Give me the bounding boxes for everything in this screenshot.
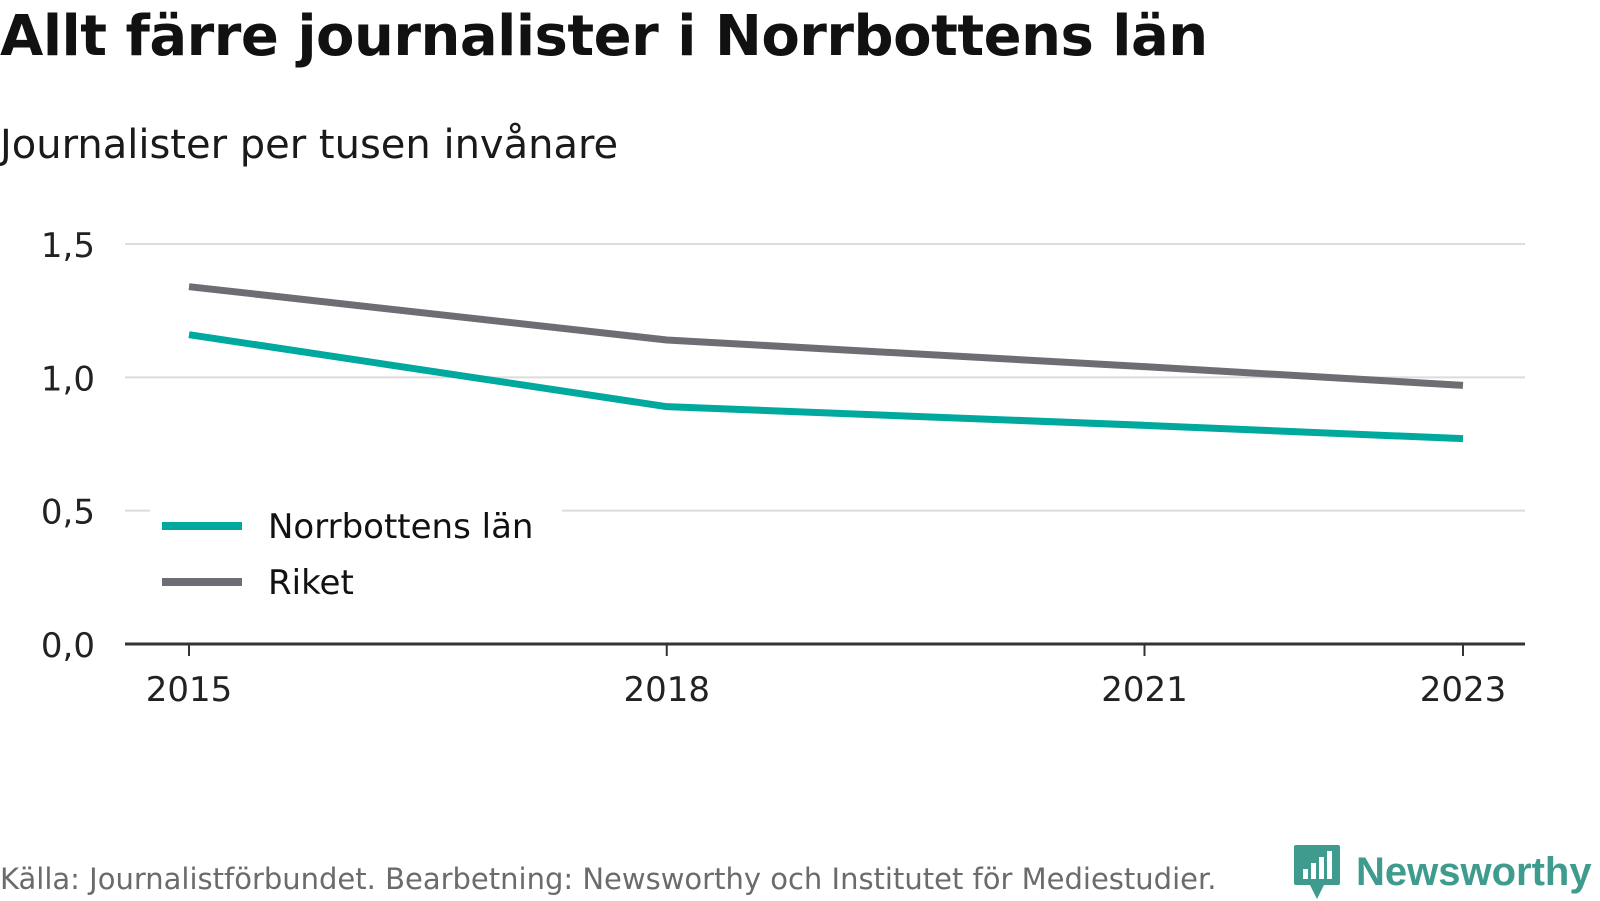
legend: Norrbottens län Riket (150, 502, 562, 610)
x-tick-label: 2018 (623, 670, 710, 710)
y-tick-label: 1,5 (41, 226, 95, 266)
legend-label-norrbottens-l-n: Norrbottens län (268, 507, 533, 547)
newsworthy-logo-icon (1294, 845, 1340, 899)
source-note: Källa: Journalistförbundet. Bearbetning:… (0, 862, 1217, 896)
y-tick-label: 1,0 (41, 359, 95, 399)
line-chart: 0,0 0,5 1,0 1,5 2015 2018 2021 2023 Norrbottens… (41, 226, 1525, 710)
chart-subtitle: Journalister per tusen invånare (0, 122, 619, 168)
legend-label-riket: Riket (268, 563, 354, 603)
series-lines (188, 283, 1464, 443)
series-line-riket (188, 283, 1464, 389)
series-line-norrbottens-l-n (188, 331, 1464, 443)
axes: 0,0 0,5 1,0 1,5 2015 2018 2021 2023 (41, 226, 1525, 710)
x-tick-label: 2021 (1101, 670, 1188, 710)
brand-name: Newsworthy (1356, 849, 1592, 894)
y-tick-label: 0,0 (41, 626, 95, 666)
x-tick-label: 2023 (1420, 670, 1507, 710)
legend-background (150, 502, 562, 610)
brand-logo: Newsworthy (1292, 843, 1592, 901)
y-tick-label: 0,5 (41, 493, 95, 533)
chart-title: Allt färre journalister i Norrbottens lä… (0, 4, 1208, 69)
x-tick-label: 2015 (146, 670, 233, 710)
